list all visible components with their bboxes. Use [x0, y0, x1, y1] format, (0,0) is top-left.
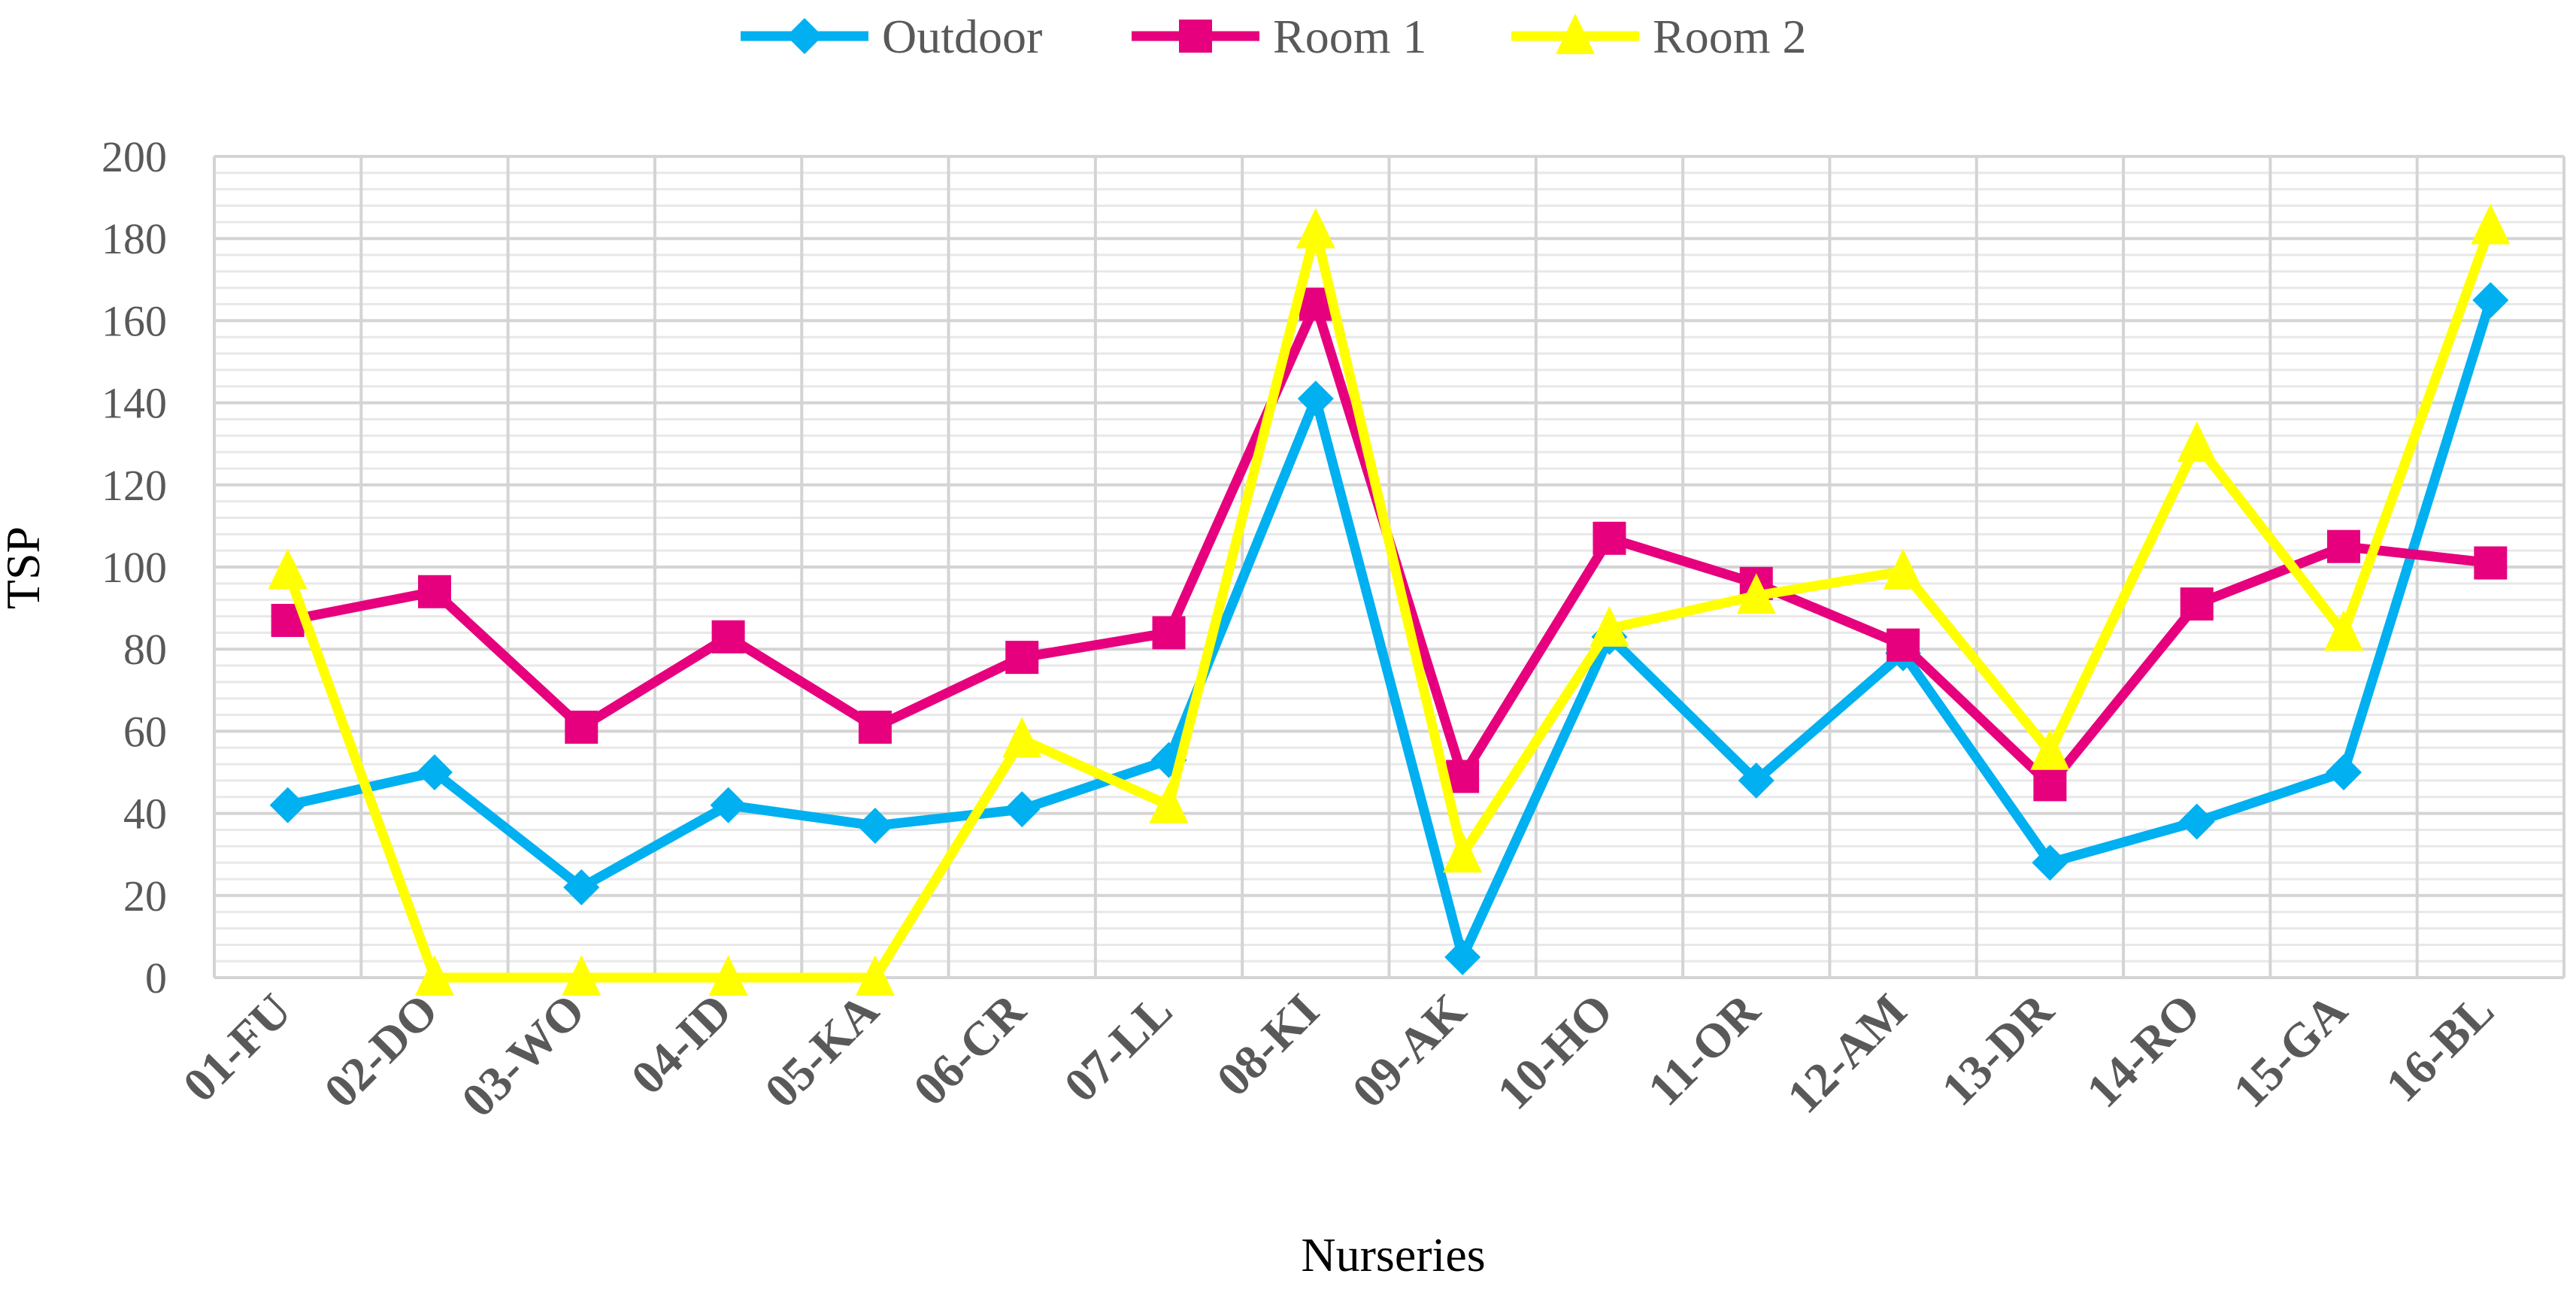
square-marker — [2033, 768, 2067, 802]
triangle-marker — [414, 955, 454, 996]
legend: Outdoor Room 1 Room 2 — [741, 10, 1806, 63]
x-tick-label: 09-AK — [1342, 984, 1477, 1118]
diamond-marker — [1297, 381, 1334, 417]
triangle-marker — [1443, 832, 1483, 873]
legend-label: Outdoor — [882, 10, 1042, 63]
square-marker — [1593, 521, 1626, 555]
legend-item: Room 2 — [1511, 10, 1806, 63]
y-tick-label: 20 — [123, 872, 167, 920]
legend-item: Room 1 — [1132, 10, 1426, 63]
square-marker — [2327, 529, 2361, 563]
y-tick-label: 180 — [102, 214, 167, 263]
x-tick-label: 03-WO — [451, 984, 595, 1127]
diamond-marker — [1004, 791, 1041, 828]
x-tick-label: 02-DO — [314, 984, 447, 1118]
square-marker — [1887, 628, 1920, 662]
y-tick-label: 140 — [102, 379, 167, 428]
legend-item: Outdoor — [741, 10, 1042, 63]
x-axis-title: Nurseries — [1301, 1228, 1485, 1281]
x-tick-label: 13-DR — [1931, 983, 2063, 1115]
square-marker — [2180, 587, 2214, 621]
diamond-marker — [1444, 939, 1481, 975]
diamond-marker — [710, 787, 747, 823]
y-tick-label: 40 — [123, 790, 167, 839]
diamond-marker — [2178, 803, 2215, 840]
y-axis-title: TSP — [0, 526, 50, 609]
x-tick-label: 16-BL — [2375, 984, 2504, 1112]
series-outdoor — [269, 282, 2509, 975]
series-line — [283, 221, 2496, 983]
square-marker — [711, 620, 745, 654]
x-tick-label: 14-RO — [2076, 984, 2210, 1118]
x-axis-ticks: 01-FU 02-DO 03-WO 04-ID 05-KA 06-CR 07-LL 08-KI… — [173, 983, 2505, 1127]
y-tick-label: 80 — [123, 625, 167, 674]
x-tick-label: 04-ID — [621, 984, 742, 1105]
triangle-marker — [1296, 208, 1335, 249]
triangle-marker — [1556, 14, 1595, 54]
x-tick-label: 06-CR — [903, 983, 1035, 1115]
x-tick-label: 07-LL — [1054, 984, 1183, 1112]
y-tick-label: 160 — [102, 296, 167, 345]
triangle-marker — [708, 955, 748, 996]
diamond-marker — [416, 754, 453, 790]
diamond-marker — [1738, 762, 1774, 799]
diamond-marker — [786, 18, 823, 54]
triangle-marker — [2177, 421, 2217, 463]
triangle-marker — [1736, 573, 1776, 614]
diamond-marker — [2472, 282, 2509, 319]
triangle-marker — [2030, 729, 2070, 770]
y-tick-label: 60 — [123, 707, 167, 756]
plot-grid — [213, 155, 2565, 979]
square-marker — [417, 575, 451, 608]
square-marker — [1179, 20, 1212, 53]
square-marker — [565, 710, 599, 744]
series-room-2 — [268, 203, 2511, 996]
x-tick-label: 11-OR — [1638, 983, 1770, 1115]
triangle-marker — [1149, 782, 1189, 823]
x-tick-label: 12-AM — [1777, 984, 1917, 1124]
diamond-marker — [563, 869, 600, 905]
square-marker — [2474, 546, 2508, 580]
x-tick-label: 08-KI — [1206, 984, 1329, 1106]
diamond-marker — [2326, 754, 2362, 790]
diamond-marker — [269, 787, 306, 823]
x-tick-label: 10-HO — [1487, 984, 1623, 1120]
square-marker — [1152, 616, 1186, 650]
legend-label: Room 1 — [1273, 10, 1426, 63]
triangle-marker — [2324, 610, 2364, 651]
triangle-marker — [855, 955, 895, 996]
diamond-marker — [2032, 845, 2068, 881]
square-marker — [858, 710, 892, 744]
y-tick-label: 120 — [102, 461, 167, 510]
y-tick-label: 100 — [102, 543, 167, 592]
legend-label: Room 2 — [1653, 10, 1806, 63]
x-tick-label: 01-FU — [173, 984, 302, 1112]
triangle-marker — [1884, 548, 1923, 590]
triangle-marker — [268, 548, 308, 590]
series-layer — [268, 203, 2511, 996]
y-tick-label: 0 — [145, 954, 167, 1002]
x-tick-label: 05-KA — [754, 984, 888, 1118]
triangle-marker — [2471, 203, 2511, 244]
triangle-marker — [562, 955, 602, 996]
series-line — [283, 295, 2496, 963]
triangle-marker — [1002, 717, 1042, 758]
diamond-marker — [856, 807, 893, 844]
y-tick-label: 200 — [102, 132, 167, 181]
y-axis-ticks: 0 20 40 60 80 100 120 140 160 180 200 — [102, 132, 167, 1002]
triangle-marker — [1590, 605, 1629, 647]
square-marker — [1005, 641, 1039, 675]
x-tick-label: 15-GA — [2223, 984, 2357, 1118]
